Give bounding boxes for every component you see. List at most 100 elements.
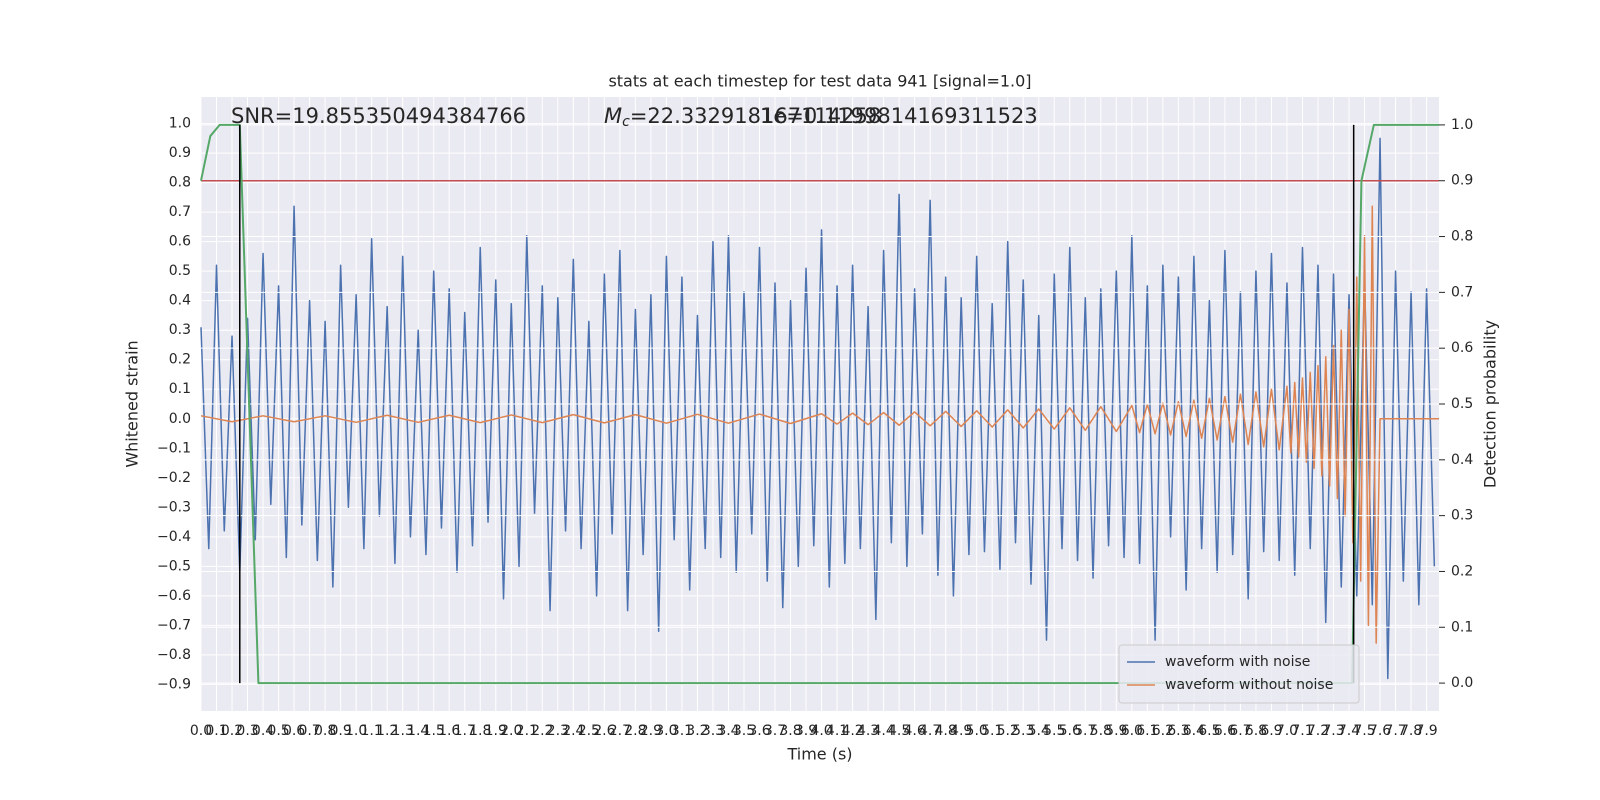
y-tick-label: −0.3 — [157, 499, 191, 515]
x-tick-label: 2.3 — [547, 723, 569, 739]
x-tick-label: 1.1 — [361, 723, 383, 739]
y-axis-label: Whitened strain — [123, 340, 142, 467]
x-tick-label: 0.5 — [267, 723, 289, 739]
x-tick-label: 0.2 — [221, 723, 243, 739]
y-tick-label: 0.5 — [169, 263, 191, 279]
series-line — [200, 137, 1436, 680]
y2-tick-label: 0.5 — [1451, 396, 1473, 412]
y2-tick-label: 0.2 — [1451, 563, 1473, 579]
x-tick-label: 6.2 — [1152, 723, 1174, 739]
x-tick-label: 6.5 — [1198, 723, 1220, 739]
left-data-layer — [200, 137, 1439, 680]
y-tick-label: 1.0 — [169, 116, 191, 132]
y-tick-label: 0.7 — [169, 204, 191, 220]
y-tick-label: 0.8 — [169, 175, 191, 191]
labels-layer: 0.00.10.20.30.40.50.60.70.80.91.01.11.21… — [157, 116, 1473, 739]
x-tick-label: 1.6 — [438, 723, 460, 739]
y2-tick-label: 0.7 — [1451, 284, 1473, 300]
x-tick-label: 7.6 — [1369, 723, 1391, 739]
x-tick-label: 3.2 — [686, 723, 708, 739]
annotation-subscript: c — [622, 114, 630, 130]
x-tick-label: 2.6 — [593, 723, 615, 739]
x-axis-label: Time (s) — [786, 745, 852, 764]
annotation-value: =22.332918167114258 — [630, 104, 881, 128]
x-tick-label: 5.3 — [1012, 723, 1034, 739]
y-tick-label: −0.9 — [157, 676, 191, 692]
y-tick-label: 0.0 — [169, 411, 191, 427]
x-tick-label: 6.1 — [1136, 723, 1158, 739]
x-tick-label: 4.2 — [841, 723, 863, 739]
x-tick-label: 0.4 — [252, 723, 274, 739]
y2-tick-label: 1.0 — [1451, 117, 1473, 133]
x-tick-label: 4.7 — [919, 723, 941, 739]
x-tick-label: 0.7 — [298, 723, 320, 739]
y-tick-label: 0.3 — [169, 322, 191, 338]
x-tick-label: 1.3 — [392, 723, 414, 739]
y-tick-label: 0.1 — [169, 381, 191, 397]
x-tick-label: 6.7 — [1229, 723, 1251, 739]
x-tick-label: 7.4 — [1338, 723, 1360, 739]
x-tick-label: 4.3 — [857, 723, 879, 739]
x-tick-label: 7.0 — [1276, 723, 1298, 739]
y2-tick-label: 0.6 — [1451, 340, 1473, 356]
x-tick-label: 4.9 — [950, 723, 972, 739]
y2-tick-label: 0.8 — [1451, 229, 1473, 245]
x-tick-label: 7.9 — [1415, 723, 1437, 739]
annotation: 1e=0.1199814169311523 — [760, 104, 1038, 128]
legend: waveform with noise waveform without nois… — [1118, 644, 1360, 704]
x-tick-label: 6.8 — [1245, 723, 1267, 739]
x-tick-label: 1.4 — [407, 723, 429, 739]
x-tick-label: 1.8 — [469, 723, 491, 739]
x-tick-label: 5.6 — [1059, 723, 1081, 739]
x-tick-label: 7.7 — [1384, 723, 1406, 739]
chart-title: stats at each timestep for test data 941… — [608, 72, 1031, 91]
x-tick-label: 7.3 — [1322, 723, 1344, 739]
x-tick-label: 4.4 — [872, 723, 894, 739]
x-tick-label: 0.0 — [190, 723, 212, 739]
x-tick-label: 5.1 — [981, 723, 1003, 739]
x-tick-label: 5.2 — [997, 723, 1019, 739]
y-tick-label: 0.6 — [169, 234, 191, 250]
x-tick-label: 3.4 — [717, 723, 739, 739]
right-data-layer — [200, 123, 1439, 685]
x-tick-label: 2.1 — [516, 723, 538, 739]
x-tick-label: 0.8 — [314, 723, 336, 739]
y-tick-label: −0.1 — [157, 440, 191, 456]
x-tick-label: 2.4 — [562, 723, 584, 739]
x-tick-label: 5.7 — [1074, 723, 1096, 739]
y2-tick-label: 0.4 — [1451, 452, 1473, 468]
y-tick-label: −0.2 — [157, 470, 191, 486]
y2-axis-label: Detection probability — [1481, 320, 1500, 488]
x-tick-label: 3.0 — [655, 723, 677, 739]
x-tick-label: 1.9 — [485, 723, 507, 739]
x-tick-label: 2.2 — [531, 723, 553, 739]
y-tick-label: −0.8 — [157, 647, 191, 663]
x-tick-label: 1.5 — [423, 723, 445, 739]
x-tick-label: 7.5 — [1353, 723, 1375, 739]
x-tick-label: 0.1 — [205, 723, 227, 739]
x-tick-label: 3.5 — [733, 723, 755, 739]
x-tick-label: 7.2 — [1307, 723, 1329, 739]
x-tick-label: 6.0 — [1121, 723, 1143, 739]
x-tick-label: 5.0 — [966, 723, 988, 739]
x-tick-label: 0.3 — [236, 723, 258, 739]
x-tick-label: 6.9 — [1260, 723, 1282, 739]
legend-label: waveform with noise — [1165, 654, 1310, 670]
y2-tick-label: 0.1 — [1451, 619, 1473, 635]
x-tick-label: 5.9 — [1105, 723, 1127, 739]
series-line — [200, 123, 1439, 685]
x-tick-label: 1.7 — [454, 723, 476, 739]
x-tick-label: 4.8 — [935, 723, 957, 739]
x-tick-label: 4.5 — [888, 723, 910, 739]
annotation: SNR=19.855350494384766 — [231, 104, 526, 128]
y-tick-label: −0.7 — [157, 617, 191, 633]
legend-label: waveform without noise — [1165, 677, 1333, 693]
x-tick-label: 6.4 — [1183, 723, 1205, 739]
y-tick-label: −0.6 — [157, 588, 191, 604]
annotation-symbol: M — [604, 104, 622, 128]
x-tick-label: 5.5 — [1043, 723, 1065, 739]
x-tick-label: 3.1 — [671, 723, 693, 739]
y-tick-label: −0.5 — [157, 558, 191, 574]
x-tick-label: 1.0 — [345, 723, 367, 739]
